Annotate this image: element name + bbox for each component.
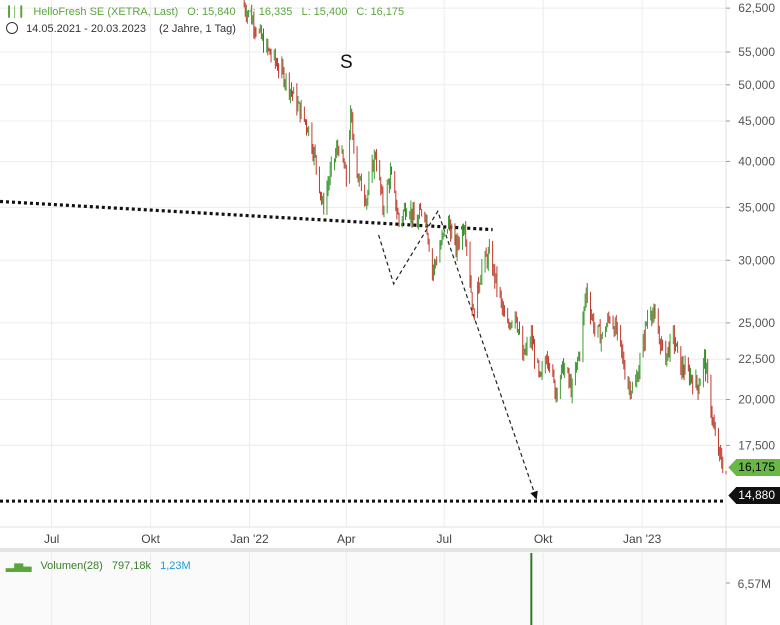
y-tick-label: 22,500 — [738, 352, 775, 366]
volume-value-1: 797,18k — [111, 560, 152, 572]
x-tick-label: Jul — [44, 532, 59, 546]
y-tick-label: 40,000 — [738, 154, 775, 168]
volume-panel: 6,57M — [530, 553, 771, 625]
volume-spike-bar — [530, 553, 533, 625]
low-value: L: 15,400 — [301, 6, 348, 18]
chart-header: ┃│┃ HelloFresh SE (XETRA, Last) O: 15,84… — [6, 6, 410, 18]
open-value: O: 15,840 — [187, 6, 236, 18]
x-axis-ticks: Jul Okt Jan '22 Apr Jul Okt Jan '23 — [44, 532, 662, 546]
x-tick-label: Jan '22 — [230, 532, 269, 546]
target-price-badge: 14,880 — [728, 487, 780, 504]
y-tick-label: 17,500 — [738, 438, 775, 452]
high-value: H: 16,335 — [244, 6, 293, 18]
clock-icon[interactable] — [6, 22, 18, 34]
shoulder-label: S — [340, 52, 353, 73]
chart-type-icon[interactable]: ┃│┃ — [6, 7, 25, 18]
y-tick-label: 62,500 — [738, 1, 775, 15]
y-tick-label: 20,000 — [738, 393, 775, 407]
x-tick-label: Apr — [337, 532, 356, 546]
x-tick-label: Okt — [534, 532, 553, 546]
volume-tick-label: 6,57M — [738, 577, 771, 591]
close-value: C: 16,175 — [356, 6, 405, 18]
period-label: (2 Jahre, 1 Tag) — [159, 23, 236, 35]
x-tick-label: Jan '23 — [623, 532, 662, 546]
volume-header: ▂▅▃ Volumen(28) 797,18k 1,23M — [6, 559, 197, 572]
target-arrowhead — [530, 490, 538, 500]
x-tick-label: Jul — [437, 532, 452, 546]
x-tick-label: Okt — [141, 532, 160, 546]
volume-value-2: 1,23M — [160, 560, 191, 572]
last-price-badge: 16,175 — [728, 459, 780, 476]
y-tick-label: 45,000 — [738, 114, 775, 128]
date-range: 14.05.2021 - 20.03.2023 — [26, 23, 146, 35]
y-tick-label: 55,000 — [738, 45, 775, 59]
instrument-name: HelloFresh SE (XETRA, Last) — [33, 6, 179, 18]
y-tick-label: 50,000 — [738, 78, 775, 92]
pattern-annotation: S — [0, 52, 726, 503]
date-range-row: 14.05.2021 - 20.03.2023 (2 Jahre, 1 Tag) — [6, 22, 242, 35]
pattern-path — [378, 209, 538, 500]
volume-icon: ▂▅▃ — [6, 560, 32, 572]
neckline — [0, 199, 493, 232]
panel-divider — [0, 548, 780, 552]
y-tick-label: 25,000 — [738, 316, 775, 330]
price-series — [243, 0, 727, 475]
volume-label: Volumen(28) — [40, 560, 103, 572]
y-tick-label: 30,000 — [738, 253, 775, 267]
y-axis-ticks: 62,500 55,000 50,000 45,000 40,000 35,000 30,0… — [726, 1, 775, 452]
y-tick-label: 35,000 — [738, 200, 775, 214]
volume-background — [0, 552, 726, 625]
